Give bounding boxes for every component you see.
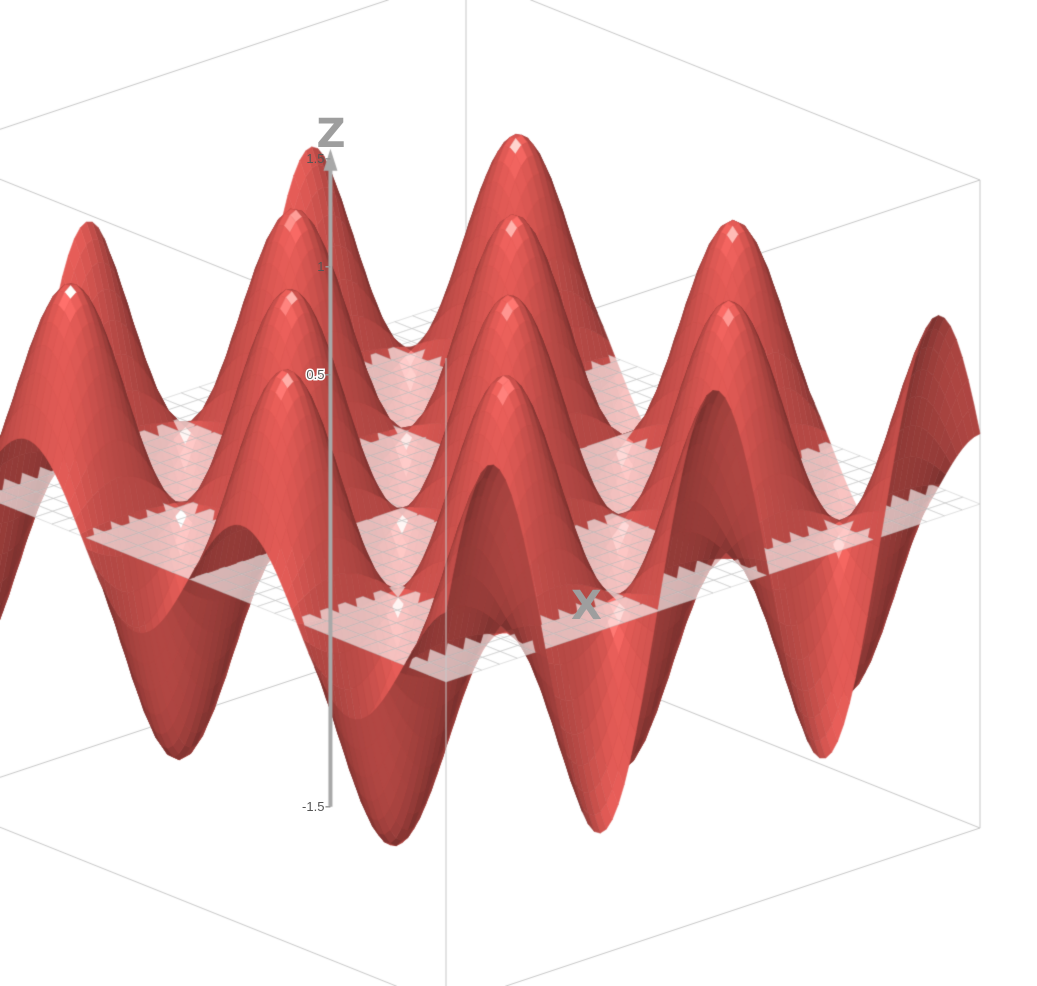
surface-plot-canvas[interactable] (0, 0, 1037, 986)
